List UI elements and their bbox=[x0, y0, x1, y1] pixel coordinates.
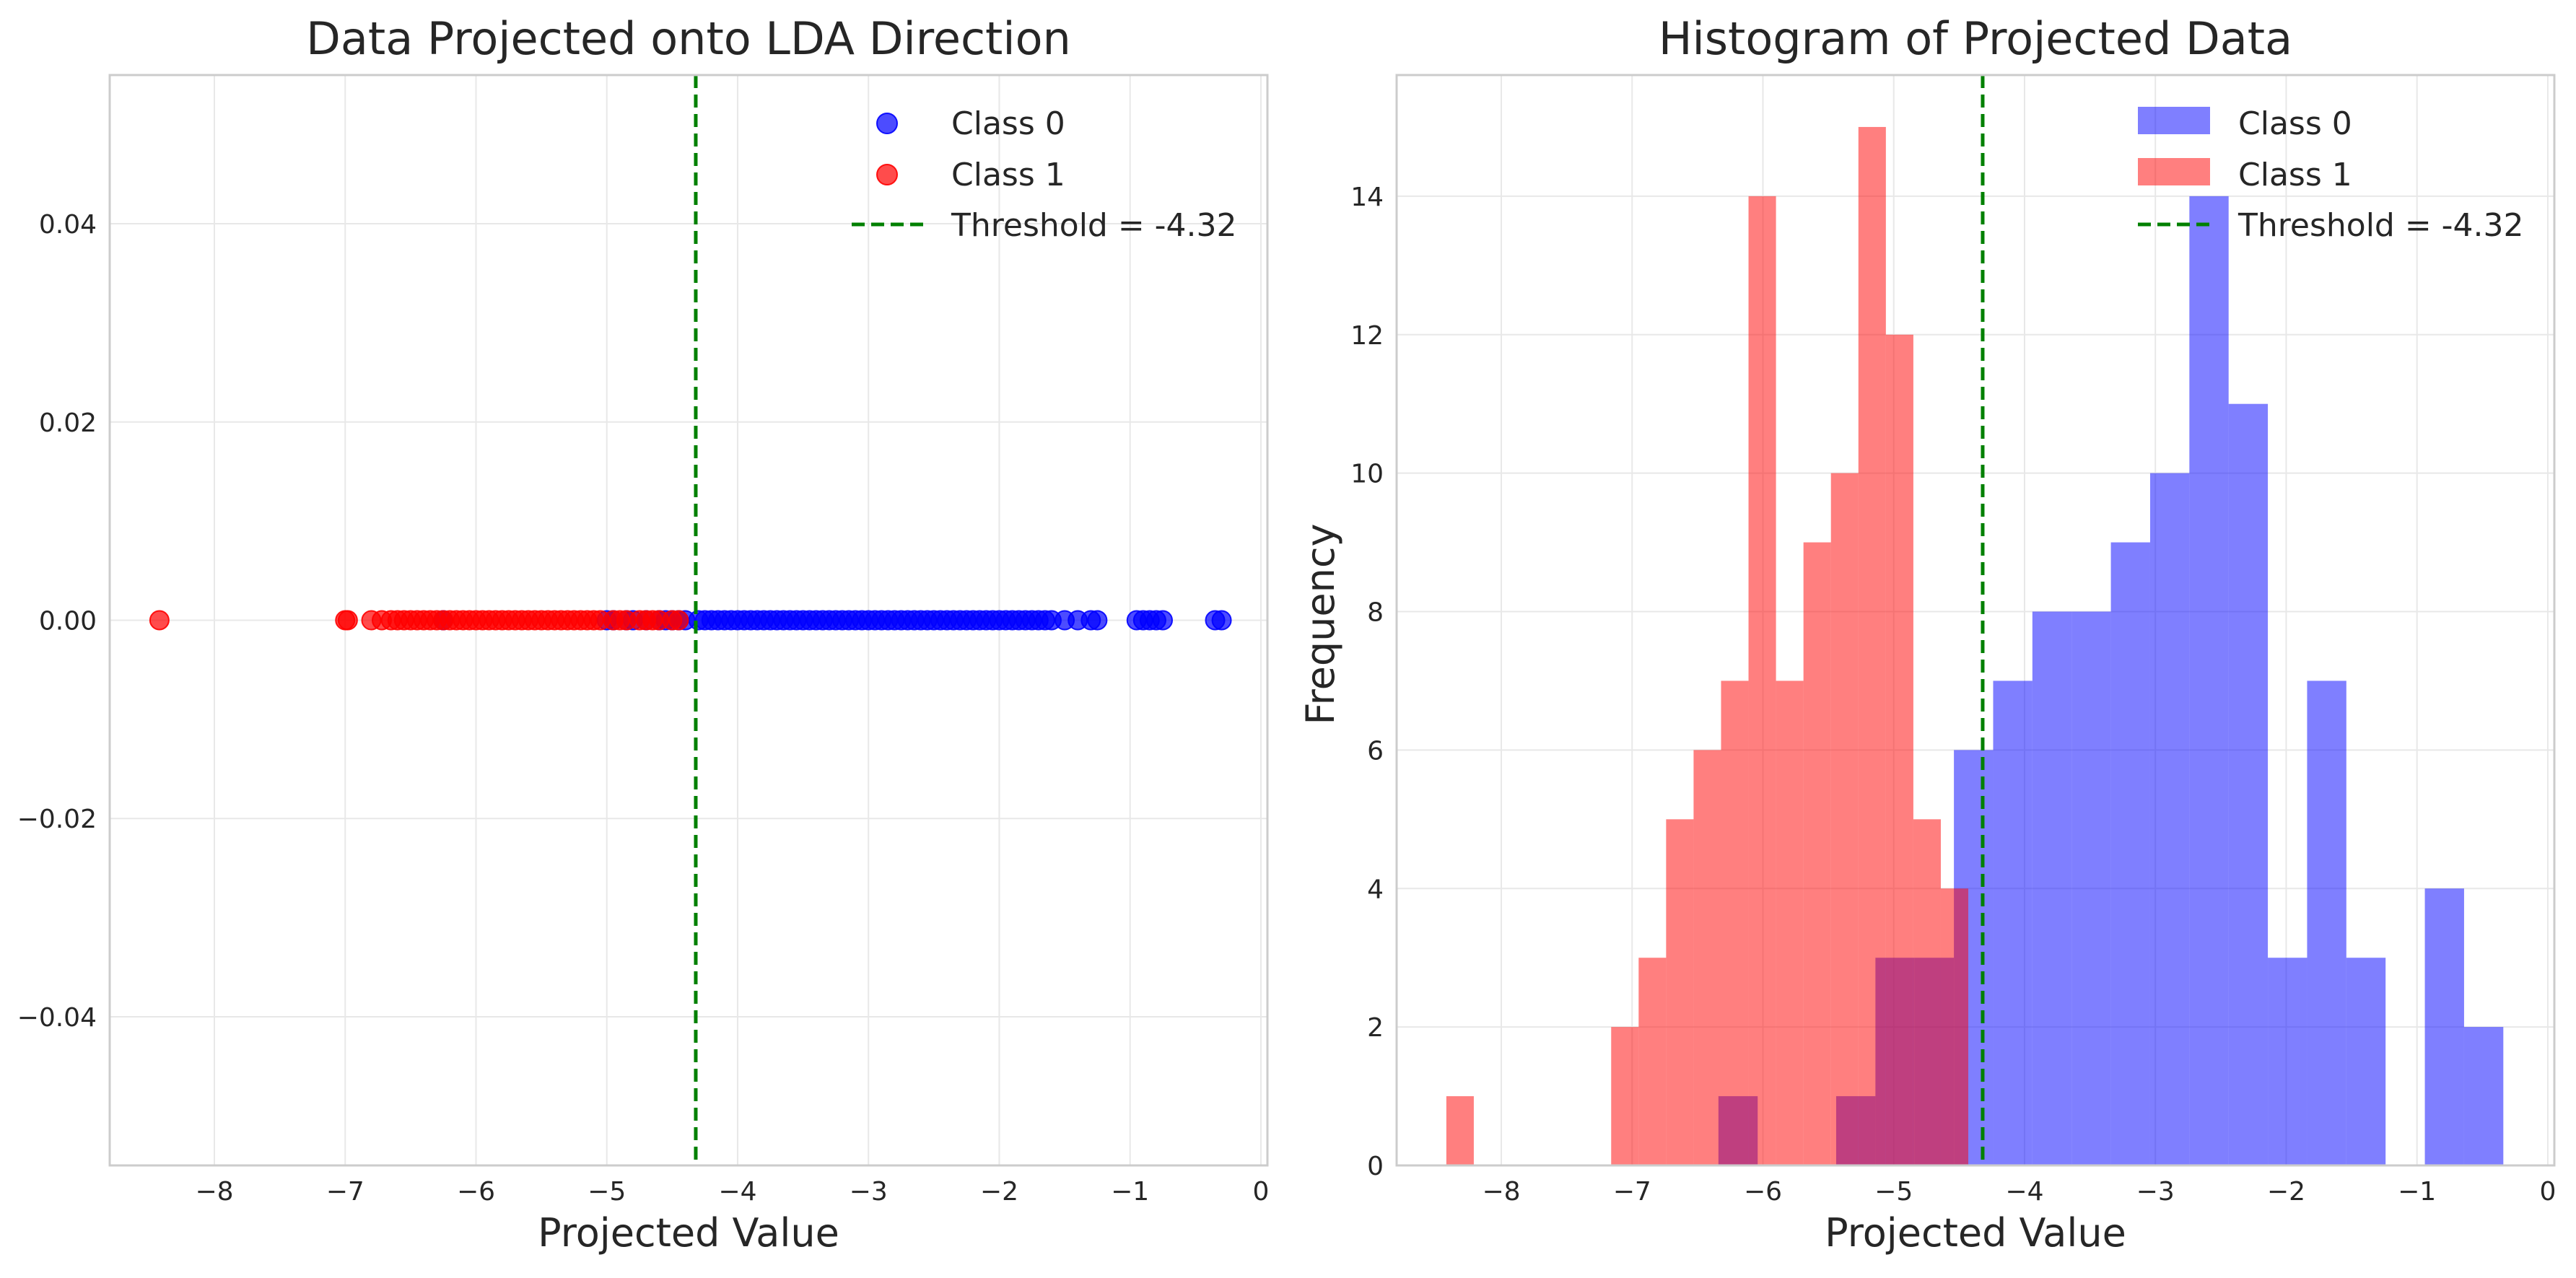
histogram-bar bbox=[1776, 680, 1804, 1165]
histogram-legend-label-threshold: Threshold = -4.32 bbox=[2237, 207, 2524, 244]
x-tick-label: −2 bbox=[2267, 1177, 2305, 1207]
histogram-bar bbox=[1940, 888, 1969, 1165]
histogram-axes-frame bbox=[1395, 74, 2556, 1167]
scatter-point bbox=[1087, 610, 1108, 631]
x-tick-label: −8 bbox=[195, 1177, 233, 1207]
x-tick-label: −1 bbox=[1111, 1177, 1149, 1207]
histogram-bars bbox=[1446, 126, 2504, 1165]
histogram-bar bbox=[2228, 403, 2269, 1165]
histogram-bar bbox=[1803, 542, 1831, 1165]
y-tick-label: 6 bbox=[1367, 736, 1384, 766]
histogram-bar bbox=[1993, 680, 2033, 1165]
histogram-bar bbox=[1885, 334, 1913, 1165]
histogram-bar bbox=[1446, 1096, 1474, 1165]
scatter-point bbox=[337, 610, 358, 631]
scatter-point bbox=[668, 610, 689, 631]
x-tick-label: −4 bbox=[2005, 1177, 2043, 1207]
histogram-bar bbox=[2346, 958, 2386, 1165]
histogram-bar bbox=[1693, 750, 1721, 1165]
histogram-y-axis-label: Frequency bbox=[1298, 524, 1343, 725]
scatter-point bbox=[1211, 610, 1232, 631]
x-tick-label: −6 bbox=[457, 1177, 495, 1207]
histogram-bar bbox=[1721, 680, 1749, 1165]
histogram-bar bbox=[2189, 196, 2229, 1165]
histogram-bar bbox=[1638, 958, 1667, 1165]
x-tick-label: 0 bbox=[2539, 1177, 2556, 1207]
scatter-panel: −8 −7 −6 −5 −4 −3 −2 −1 00.040.020.00−0.02−0.04 … bbox=[17, 12, 1270, 1256]
histogram-bar bbox=[2032, 611, 2072, 1165]
histogram-bar bbox=[1830, 473, 1859, 1165]
histogram-bar bbox=[1858, 126, 1886, 1165]
scatter-x-axis-label: Projected Value bbox=[538, 1210, 839, 1256]
y-tick-label: 4 bbox=[1367, 875, 1384, 904]
histogram-bar bbox=[2424, 888, 2464, 1165]
x-tick-label: −1 bbox=[2398, 1177, 2436, 1207]
scatter-tick-labels: −8 −7 −6 −5 −4 −3 −2 −1 0 0.04 0.02 0.00 −0.02 −0.04 bbox=[17, 210, 1270, 1207]
y-tick-label: 10 bbox=[1350, 460, 1384, 489]
histogram-legend-marker-class-0 bbox=[2138, 107, 2210, 134]
scatter-legend-marker-class-1 bbox=[876, 164, 898, 185]
histogram-bar bbox=[1748, 196, 1776, 1165]
histogram-legend-label-class-0: Class 0 bbox=[2238, 105, 2352, 142]
histogram-bar bbox=[2268, 958, 2308, 1165]
x-tick-label: 0 bbox=[1252, 1177, 1269, 1207]
x-tick-label: −4 bbox=[718, 1177, 756, 1207]
x-tick-label: −6 bbox=[1744, 1177, 1782, 1207]
histogram-bar bbox=[2307, 680, 2346, 1165]
x-tick-label: −7 bbox=[1613, 1177, 1651, 1207]
y-tick-label: −0.04 bbox=[17, 1003, 97, 1033]
x-tick-label: −5 bbox=[588, 1177, 626, 1207]
histogram-bar bbox=[2071, 611, 2111, 1165]
x-tick-label: −8 bbox=[1482, 1177, 1520, 1207]
scatter-title: Data Projected onto LDA Direction bbox=[306, 12, 1071, 65]
y-tick-label: 2 bbox=[1367, 1013, 1384, 1043]
histogram-bar bbox=[2110, 542, 2150, 1165]
scatter-marks bbox=[149, 610, 1232, 631]
histogram-bar bbox=[1666, 819, 1694, 1165]
histogram-tick-labels: −8 −7 −6 −5 −4 −3 −2 −1 0 0 2 4 6 8 10 12 14 bbox=[1350, 183, 2556, 1207]
scatter-legend: Class 0 Class 1 Threshold = -4.32 bbox=[852, 105, 1237, 244]
y-tick-label: 8 bbox=[1367, 598, 1384, 628]
histogram-legend: Class 0 Class 1 Threshold = -4.32 bbox=[2138, 105, 2524, 244]
x-tick-label: −3 bbox=[850, 1177, 888, 1207]
scatter-legend-marker-class-0 bbox=[876, 113, 898, 134]
scatter-point bbox=[149, 610, 170, 631]
histogram-title: Histogram of Projected Data bbox=[1659, 12, 2292, 65]
y-tick-label: 14 bbox=[1350, 183, 1384, 212]
histogram-legend-label-class-1: Class 1 bbox=[2238, 157, 2352, 193]
x-tick-label: −5 bbox=[1874, 1177, 1913, 1207]
x-tick-label: −2 bbox=[980, 1177, 1018, 1207]
scatter-axes-frame bbox=[108, 74, 1269, 1167]
y-tick-label: 0 bbox=[1367, 1152, 1384, 1181]
histogram-bar bbox=[2149, 473, 2190, 1165]
y-tick-label: 12 bbox=[1350, 321, 1384, 351]
x-tick-label: −3 bbox=[2136, 1177, 2175, 1207]
scatter-legend-label-class-0: Class 0 bbox=[951, 105, 1065, 142]
scatter-legend-label-class-1: Class 1 bbox=[951, 157, 1065, 193]
histogram-panel: −8 −7 −6 −5 −4 −3 −2 −1 0 0 2 4 6 8 10 12 14 Histogram o… bbox=[1298, 12, 2556, 1256]
histogram-bar bbox=[1913, 819, 1941, 1165]
scatter-legend-label-threshold: Threshold = -4.32 bbox=[951, 207, 1237, 244]
y-tick-label: 0.02 bbox=[39, 408, 97, 438]
scatter-point bbox=[1153, 610, 1174, 631]
histogram-bar bbox=[1611, 1027, 1639, 1165]
y-tick-label: 0.04 bbox=[39, 210, 97, 240]
y-tick-label: −0.02 bbox=[17, 805, 97, 834]
y-tick-label: 0.00 bbox=[39, 607, 97, 636]
histogram-x-axis-label: Projected Value bbox=[1825, 1210, 2126, 1256]
histogram-bar bbox=[2463, 1027, 2504, 1165]
x-tick-label: −7 bbox=[326, 1177, 364, 1207]
histogram-legend-marker-class-1 bbox=[2138, 158, 2210, 185]
